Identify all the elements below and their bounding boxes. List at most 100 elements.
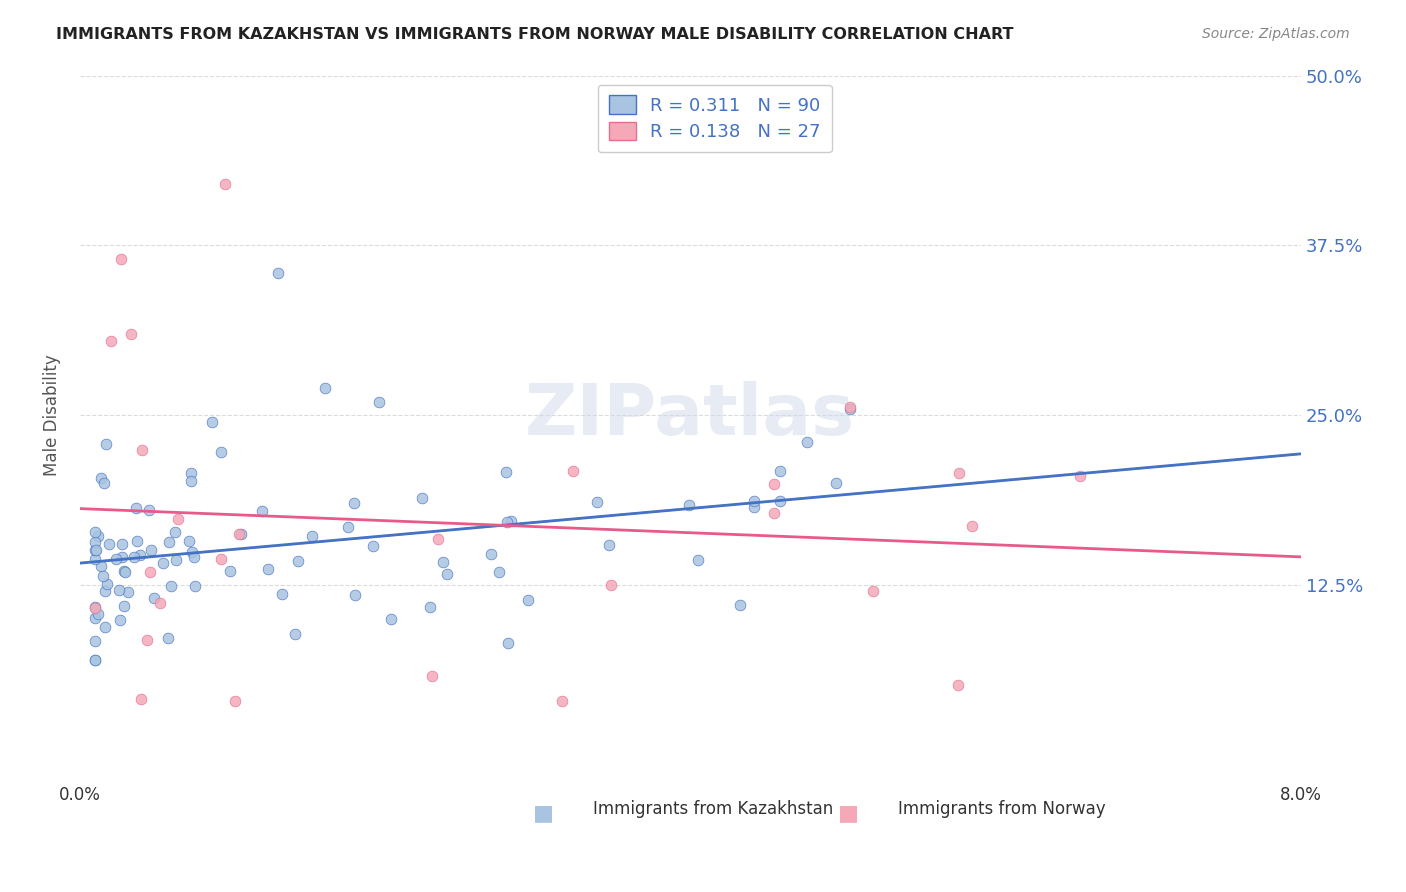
Point <box>219 564 242 578</box>
Point <box>209 445 232 459</box>
Point <box>224 694 246 708</box>
Text: Immigrants from Kazakhstan: Immigrants from Kazakhstan <box>592 799 832 818</box>
Point <box>946 678 969 692</box>
Point <box>143 591 166 605</box>
Point <box>228 527 250 541</box>
Point <box>84 653 107 667</box>
Point <box>105 552 128 566</box>
Point <box>166 553 188 567</box>
Point <box>129 549 152 563</box>
Point <box>114 566 136 580</box>
Point <box>98 536 121 550</box>
Point <box>796 435 818 450</box>
Text: ■: ■ <box>533 803 554 823</box>
Point <box>499 514 522 528</box>
Point <box>516 593 538 607</box>
Point <box>686 553 709 567</box>
Point <box>183 549 205 564</box>
Point <box>762 506 785 520</box>
Point <box>159 535 181 549</box>
Point <box>419 600 441 615</box>
Text: 8.0%: 8.0% <box>1279 786 1322 804</box>
Point <box>343 496 366 510</box>
Point <box>111 549 134 564</box>
Point <box>149 596 172 610</box>
Point <box>551 694 574 708</box>
Point <box>250 504 273 518</box>
Point <box>111 537 134 551</box>
Point <box>839 400 862 414</box>
Point <box>84 611 107 625</box>
Point <box>93 475 115 490</box>
Point <box>284 627 307 641</box>
Point <box>301 529 323 543</box>
Point <box>166 512 188 526</box>
Point <box>742 500 765 514</box>
Point <box>94 620 117 634</box>
Point <box>361 539 384 553</box>
Point <box>90 471 112 485</box>
Point <box>120 326 142 341</box>
Point <box>839 401 862 416</box>
Point <box>84 634 107 648</box>
Point <box>96 577 118 591</box>
Point <box>427 532 450 546</box>
Point <box>127 534 149 549</box>
Point <box>763 476 786 491</box>
Point <box>436 566 458 581</box>
Point <box>562 464 585 478</box>
Point <box>180 467 202 481</box>
Point <box>84 599 107 614</box>
Point <box>110 252 132 266</box>
Point <box>267 266 290 280</box>
Point <box>184 579 207 593</box>
Point <box>287 554 309 568</box>
Point <box>87 529 110 543</box>
Point <box>108 613 131 627</box>
Text: ■: ■ <box>838 803 859 823</box>
Point <box>139 543 162 558</box>
Text: 0.0%: 0.0% <box>59 786 101 804</box>
Point <box>93 584 115 599</box>
Point <box>862 584 884 599</box>
Point <box>256 562 278 576</box>
Point <box>768 494 790 508</box>
Point <box>122 550 145 565</box>
Point <box>380 612 402 626</box>
Point <box>742 494 765 508</box>
Point <box>84 542 107 557</box>
Point <box>368 395 391 409</box>
Point <box>112 599 135 613</box>
Point <box>270 587 292 601</box>
Point <box>598 538 620 552</box>
Point <box>948 466 970 480</box>
Text: IMMIGRANTS FROM KAZAKHSTAN VS IMMIGRANTS FROM NORWAY MALE DISABILITY CORRELATION: IMMIGRANTS FROM KAZAKHSTAN VS IMMIGRANTS… <box>56 27 1014 42</box>
Point <box>96 437 118 451</box>
Point <box>90 558 112 573</box>
Point <box>336 520 359 534</box>
Point <box>214 178 236 192</box>
Point <box>84 552 107 566</box>
Point <box>84 601 107 615</box>
Point <box>420 669 443 683</box>
Point <box>165 525 187 540</box>
Legend: R = 0.311   N = 90, R = 0.138   N = 27: R = 0.311 N = 90, R = 0.138 N = 27 <box>598 85 831 153</box>
Point <box>131 442 153 457</box>
Text: Immigrants from Norway: Immigrants from Norway <box>898 799 1105 818</box>
Point <box>138 503 160 517</box>
Point <box>136 632 159 647</box>
Text: Source: ZipAtlas.com: Source: ZipAtlas.com <box>1202 27 1350 41</box>
Point <box>432 555 454 569</box>
Point <box>496 635 519 649</box>
Point <box>181 545 204 559</box>
Point <box>87 607 110 621</box>
Point <box>496 515 519 529</box>
Point <box>124 501 146 516</box>
Point <box>1069 468 1091 483</box>
Point <box>179 534 201 549</box>
Point <box>112 564 135 578</box>
Point <box>107 582 129 597</box>
Point <box>84 524 107 539</box>
Point <box>84 542 107 557</box>
Y-axis label: Male Disability: Male Disability <box>44 355 60 476</box>
